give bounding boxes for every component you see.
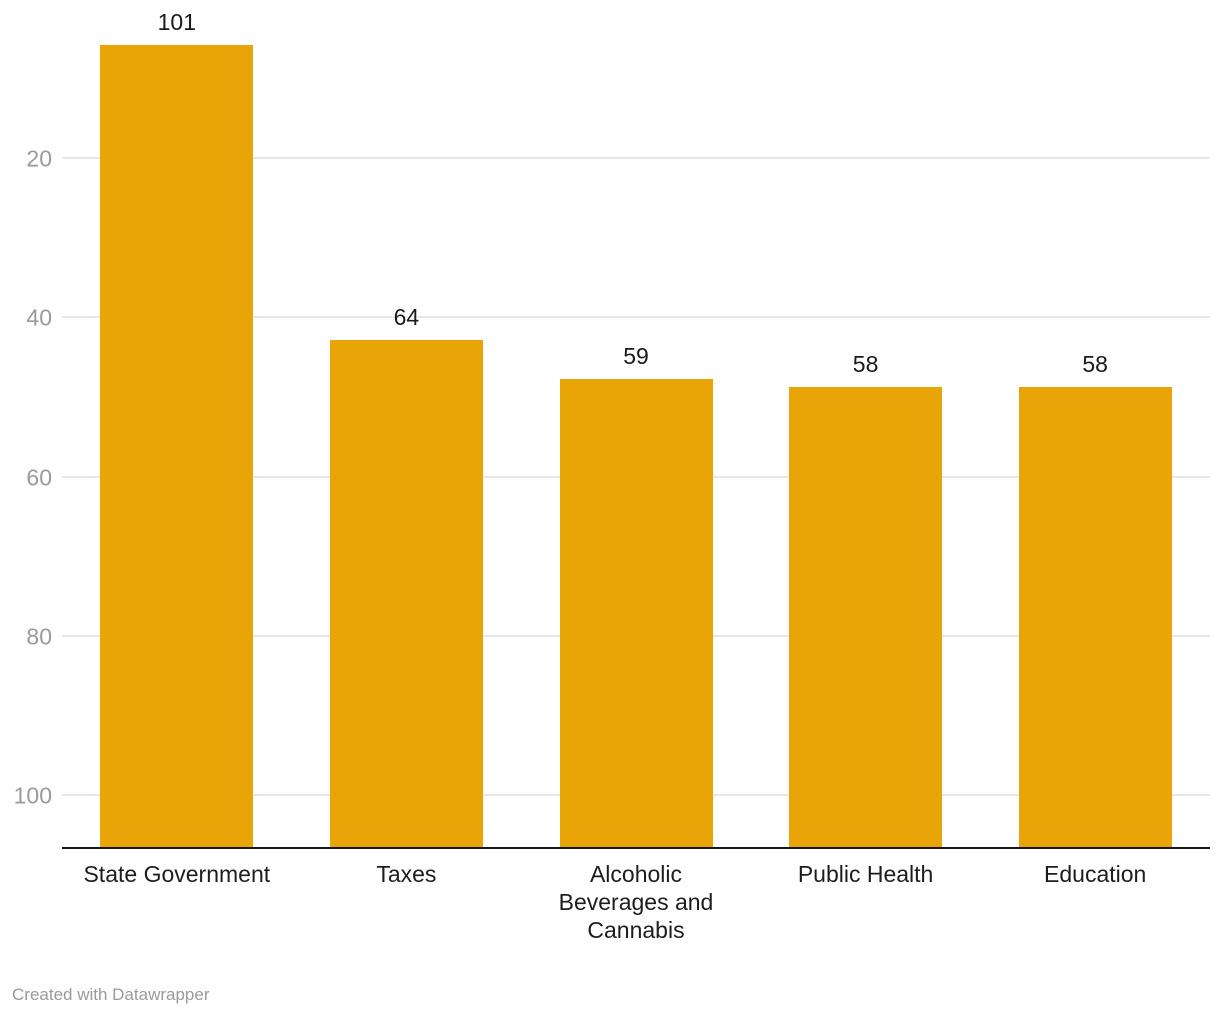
- value-label: 58: [852, 351, 879, 378]
- y-gridline-40: [62, 316, 1210, 319]
- bar-education: [1018, 387, 1172, 849]
- y-tick-label-40: 40: [26, 304, 52, 331]
- value-label: 58: [1082, 351, 1108, 378]
- x-axis-label: Public Health: [797, 861, 934, 887]
- y-tick-label-100: 100: [13, 782, 52, 809]
- x-axis-label: Taxes: [376, 861, 437, 887]
- x-axis-label: Alcoholic Beverages and Cannabis: [558, 861, 714, 943]
- plot-area: 20 40 60 80 100 101 64 59 58 58: [14, 0, 1210, 849]
- x-axis-label: Education: [1044, 861, 1147, 887]
- value-label: 59: [623, 343, 649, 370]
- y-tick-label-60: 60: [26, 464, 52, 491]
- x-axis-labels: State Government Taxes Alcoholic Beverages…: [62, 860, 1210, 970]
- bar-public-health: [789, 387, 943, 849]
- y-gridline-20: [62, 157, 1210, 160]
- x-axis-label: State Government: [83, 861, 271, 887]
- y-tick-label-80: 80: [26, 623, 52, 650]
- x-axis-line: [62, 847, 1210, 849]
- datawrapper-credit: Created with Datawrapper: [12, 985, 210, 1004]
- y-tick-label-20: 20: [26, 145, 52, 172]
- value-label: 64: [393, 303, 420, 330]
- bar-state-government: [100, 45, 254, 849]
- bar-alcoholic-beverages-and-cannabis: [559, 379, 713, 849]
- bar-taxes: [329, 339, 483, 849]
- value-label: 101: [157, 9, 196, 36]
